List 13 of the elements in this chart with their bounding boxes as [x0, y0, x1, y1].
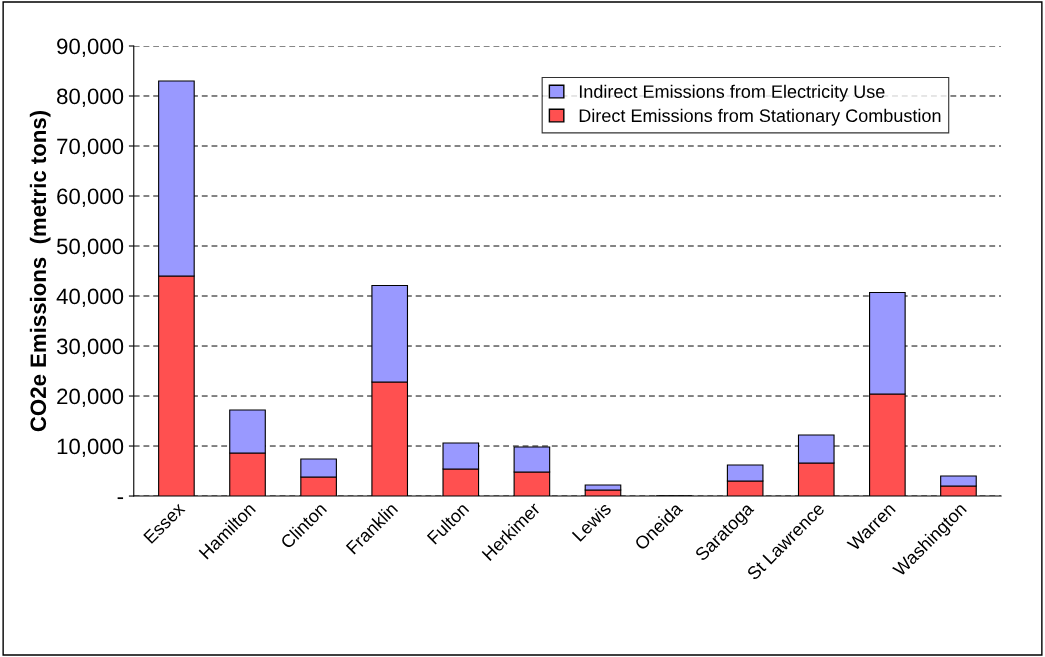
y-tick-label: 40,000 [56, 288, 124, 307]
y-tick-label: 70,000 [57, 138, 124, 157]
y-tick-label: 10,000 [57, 438, 124, 457]
legend-label: Indirect Emissions from Electricity Use [579, 84, 885, 102]
y-tick-label: 50,000 [56, 238, 124, 257]
y-tick-label: 60,000 [57, 188, 124, 207]
y-tick-label: 90,000 [57, 38, 124, 57]
y-tick-label: 20,000 [57, 388, 124, 407]
y-tick-label: - [117, 497, 124, 500]
y-tick-label: 80,000 [57, 88, 124, 107]
y-axis-title: CO2e Emissions (metric tons) [29, 110, 51, 432]
legend-label: Direct Emissions from Stationary Combustion [579, 108, 941, 126]
y-tick-label: 30,000 [56, 338, 124, 357]
